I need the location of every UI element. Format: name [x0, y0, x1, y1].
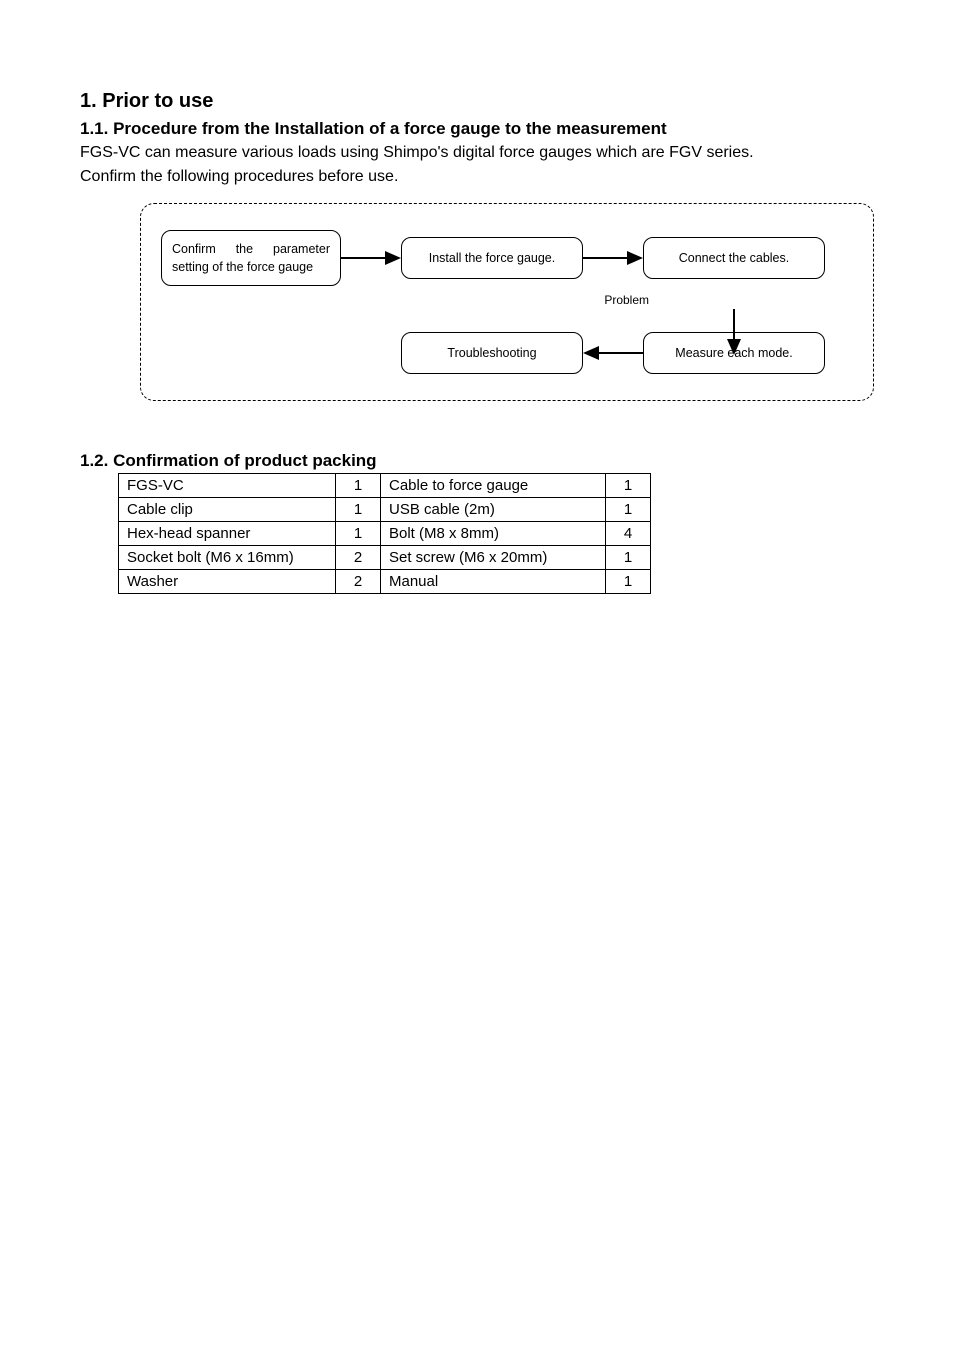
- cell-qty: 4: [606, 522, 651, 546]
- arrow-right-icon: [341, 248, 401, 268]
- intro-line-1: FGS-VC can measure various loads using S…: [80, 144, 754, 161]
- arrow-1-to-2: [341, 248, 401, 268]
- heading-1-2: 1.2. Confirmation of product packing: [80, 451, 874, 471]
- flow-node-1-line2: setting of the force gauge: [172, 258, 330, 276]
- cell-item: Set screw (M6 x 20mm): [381, 546, 606, 570]
- cell-qty: 2: [336, 570, 381, 594]
- cell-qty: 1: [606, 546, 651, 570]
- table-row: FGS-VC 1 Cable to force gauge 1: [119, 474, 651, 498]
- packing-table-wrap: FGS-VC 1 Cable to force gauge 1 Cable cl…: [118, 473, 874, 594]
- flow-node-install: Install the force gauge.: [401, 237, 583, 279]
- flow-node-connect-cables: Connect the cables.: [643, 237, 825, 279]
- cell-qty: 1: [336, 498, 381, 522]
- table-row: Cable clip 1 USB cable (2m) 1: [119, 498, 651, 522]
- cell-qty: 1: [606, 498, 651, 522]
- arrow-2-to-3: [583, 248, 643, 268]
- cell-qty: 1: [336, 474, 381, 498]
- flow-node-1-line1: Confirm the parameter: [172, 240, 330, 258]
- flow-row-1: Confirm the parameter setting of the for…: [161, 230, 853, 286]
- table-row: Washer 2 Manual 1: [119, 570, 651, 594]
- cell-item: Bolt (M8 x 8mm): [381, 522, 606, 546]
- cell-item: Hex-head spanner: [119, 522, 336, 546]
- arrow-left-icon: [583, 343, 643, 363]
- flow-row-mid: Problem: [161, 286, 853, 332]
- cell-qty: 1: [606, 474, 651, 498]
- cell-qty: 1: [606, 570, 651, 594]
- cell-item: Socket bolt (M6 x 16mm): [119, 546, 336, 570]
- packing-table: FGS-VC 1 Cable to force gauge 1 Cable cl…: [118, 473, 651, 594]
- cell-item: FGS-VC: [119, 474, 336, 498]
- cell-item: Manual: [381, 570, 606, 594]
- table-row: Hex-head spanner 1 Bolt (M8 x 8mm) 4: [119, 522, 651, 546]
- intro-line-2: Confirm the following procedures before …: [80, 168, 398, 185]
- arrow-right-icon: [583, 248, 643, 268]
- arrow-5-to-4: [583, 343, 643, 363]
- cell-item: Cable clip: [119, 498, 336, 522]
- flow-node-troubleshooting: Troubleshooting: [401, 332, 583, 374]
- cell-qty: 1: [336, 522, 381, 546]
- table-row: Socket bolt (M6 x 16mm) 2 Set screw (M6 …: [119, 546, 651, 570]
- intro-paragraph: FGS-VC can measure various loads using S…: [80, 141, 874, 189]
- page: 1. Prior to use 1.1. Procedure from the …: [0, 0, 954, 1350]
- cell-item: Washer: [119, 570, 336, 594]
- flowchart-container: Confirm the parameter setting of the for…: [140, 203, 874, 401]
- arrow-down-icon: [643, 309, 825, 355]
- heading-1-1: 1.1. Procedure from the Installation of …: [80, 119, 874, 139]
- flow-edge-label-problem: Problem: [604, 293, 649, 307]
- heading-1: 1. Prior to use: [80, 90, 874, 113]
- packing-table-body: FGS-VC 1 Cable to force gauge 1 Cable cl…: [119, 474, 651, 594]
- cell-item: Cable to force gauge: [381, 474, 606, 498]
- cell-item: USB cable (2m): [381, 498, 606, 522]
- flow-node-confirm-parameter: Confirm the parameter setting of the for…: [161, 230, 341, 286]
- cell-qty: 2: [336, 546, 381, 570]
- flowchart-dashed-box: Confirm the parameter setting of the for…: [140, 203, 874, 401]
